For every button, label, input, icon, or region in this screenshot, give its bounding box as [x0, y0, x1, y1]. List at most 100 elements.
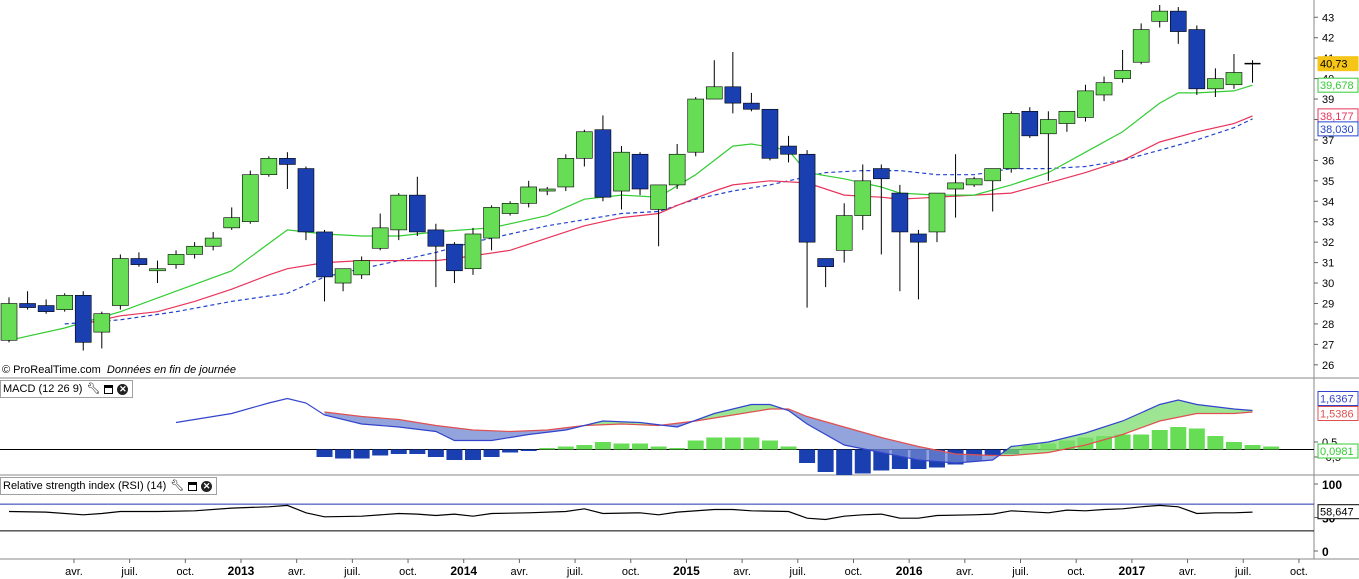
candle-body — [334, 268, 352, 284]
candle-body — [353, 260, 370, 276]
candle-body — [965, 178, 983, 186]
candle-body — [724, 86, 742, 104]
macd-histogram-bar — [706, 437, 723, 450]
candle-body — [538, 188, 556, 192]
y-tick-label: 42 — [1322, 33, 1334, 45]
macd-histogram-bar — [687, 440, 704, 450]
x-tick-label: avr. — [1179, 566, 1197, 578]
candle-body — [223, 217, 241, 229]
x-tick-label: juil. — [566, 566, 584, 578]
x-tick-label: 2013 — [228, 564, 255, 578]
candle-body — [427, 229, 445, 247]
macd-histogram-bar — [1207, 436, 1224, 450]
candle-body — [928, 192, 946, 233]
macd-histogram-bar — [576, 445, 593, 450]
copyright-note: Données en fin de journée — [106, 364, 236, 376]
y-tick-label: 30 — [1322, 278, 1334, 290]
rsi-value-label: 58,647 — [1320, 507, 1354, 519]
x-tick-label: juil. — [789, 566, 807, 578]
x-tick-label: juil. — [343, 566, 361, 578]
rsi-title: Relative strength index (RSI) (14) — [3, 480, 167, 492]
macd-value-box — [1317, 391, 1359, 406]
macd-histogram-bar — [1170, 427, 1187, 450]
macd-histogram-bar — [1188, 428, 1205, 450]
macd-histogram-bar — [1225, 442, 1242, 450]
price-label: 39,678 — [1320, 80, 1354, 92]
y-tick-label: 0 — [1322, 545, 1329, 559]
candle-body — [446, 243, 463, 272]
candle-body — [835, 215, 853, 251]
window-icon[interactable] — [188, 481, 198, 491]
candle-body — [186, 245, 203, 255]
price-label-box — [1317, 77, 1359, 93]
candle-body — [891, 192, 909, 233]
x-tick-label: juil. — [1011, 566, 1029, 578]
macd-histogram-bar — [669, 448, 686, 450]
macd-value-box — [1317, 406, 1359, 421]
candle-body — [37, 305, 55, 312]
rsi-value-box — [1317, 504, 1359, 520]
macd-histogram-bar — [1114, 434, 1131, 450]
macd-histogram-bar — [1151, 430, 1168, 450]
candle-body — [112, 258, 129, 306]
candle-body — [668, 153, 686, 186]
moving-average-slow-line — [64, 118, 1253, 325]
macd-histogram-bar — [465, 449, 481, 460]
macd-histogram-bar — [1244, 445, 1261, 450]
macd-histogram-bar — [650, 446, 667, 450]
candle-body — [501, 203, 519, 214]
candle-body — [1040, 119, 1057, 135]
candle-body — [873, 168, 890, 180]
x-tick-label: 2016 — [896, 564, 923, 578]
macd-histogram-bar — [316, 449, 333, 457]
close-icon[interactable]: ✕ — [201, 480, 213, 492]
candle-body — [279, 158, 296, 165]
candle-body — [743, 102, 760, 110]
candle-body — [483, 207, 500, 239]
window-icon[interactable] — [104, 384, 114, 394]
candle-body — [1095, 82, 1113, 96]
rsi-panel-header: Relative strength index (RSI) (14) 🔧︎ ✕ — [0, 477, 218, 495]
macd-histogram-bar — [984, 449, 1001, 456]
y-tick-label: 100 — [1322, 478, 1342, 492]
candle-body — [1151, 10, 1169, 22]
macd-histogram-bar — [743, 437, 760, 450]
wrench-icon[interactable]: 🔧︎ — [170, 479, 185, 492]
y-tick-label: 35 — [1322, 176, 1334, 188]
candle-body — [1207, 78, 1224, 90]
macd-value-label: 1,6367 — [1320, 394, 1354, 406]
candle-body — [204, 237, 222, 247]
macd-histogram-bar — [761, 440, 778, 450]
x-tick-label: 2017 — [1119, 564, 1146, 578]
close-icon[interactable]: ✕ — [117, 383, 129, 395]
wrench-icon[interactable]: 🔧︎ — [86, 382, 101, 395]
macd-title: MACD (12 26 9) — [3, 383, 83, 395]
candle-body — [1002, 113, 1020, 169]
candle-body — [390, 194, 408, 231]
candle-body — [1169, 10, 1187, 32]
macd-signal-fill — [997, 400, 1253, 457]
candle-body — [1058, 111, 1076, 124]
moving-average-mid-line — [83, 115, 1253, 325]
macd-histogram-bar — [427, 449, 444, 457]
candle-body — [464, 233, 482, 270]
y-tick-label: 36 — [1322, 155, 1334, 167]
candle-body — [19, 303, 36, 308]
price-label: 38,177 — [1320, 111, 1354, 123]
macd-histogram-bar — [353, 449, 370, 459]
candle-body — [409, 194, 426, 233]
x-tick-label: 2014 — [450, 564, 477, 578]
candle-body — [594, 129, 612, 198]
macd-histogram-bar — [1133, 434, 1150, 450]
x-tick-label: juil. — [1234, 566, 1252, 578]
candle-body — [1225, 72, 1243, 86]
candle-body — [761, 108, 779, 159]
x-tick-label: oct. — [1290, 566, 1308, 578]
y-tick-label: 28 — [1322, 319, 1334, 331]
candle-body — [56, 295, 73, 310]
y-tick-label: 34 — [1322, 196, 1334, 208]
y-tick-label: 37 — [1322, 135, 1334, 147]
candle-body — [817, 258, 834, 267]
macd-histogram-bar — [836, 449, 853, 475]
macd-signal-fill — [783, 409, 998, 463]
